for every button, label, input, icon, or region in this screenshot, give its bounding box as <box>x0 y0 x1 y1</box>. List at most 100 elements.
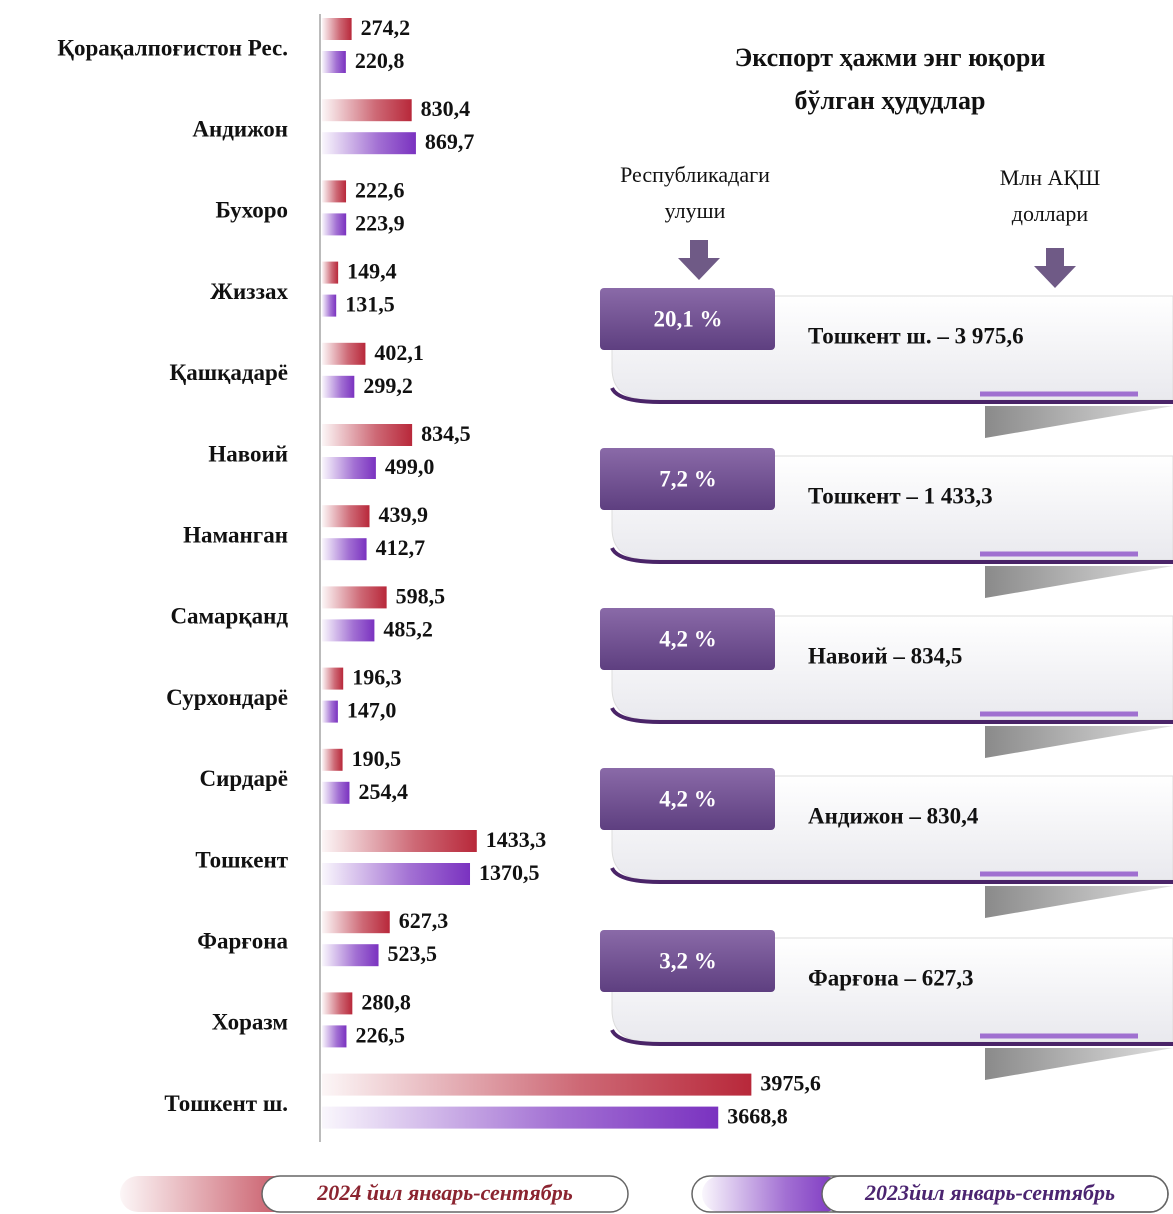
arrow <box>678 240 720 280</box>
value-label: 3668,8 <box>727 1104 788 1129</box>
legend-box-outline <box>691 1175 1169 1213</box>
value-label: 499,0 <box>385 454 435 479</box>
bar <box>322 1025 347 1048</box>
card-underline <box>610 1028 1173 1046</box>
column-header: доллари <box>1012 201 1089 226</box>
share-box <box>600 608 775 670</box>
bar <box>322 538 367 561</box>
card-underline <box>610 546 1173 564</box>
value-label: 834,5 <box>421 421 471 446</box>
bar <box>322 213 347 236</box>
category-label: Жиззах <box>210 279 288 304</box>
share-box <box>600 930 775 992</box>
legend-box <box>261 1175 629 1213</box>
value-label: 220,8 <box>355 48 405 73</box>
category-label: Қашқадарё <box>170 360 288 385</box>
value-label: 523,5 <box>388 941 438 966</box>
bar <box>322 619 375 642</box>
value-label: 439,9 <box>379 502 429 527</box>
value-label: 402,1 <box>374 340 424 365</box>
card-flag <box>985 726 1173 758</box>
region-label: Тошкент ш. – 3 975,6 <box>808 323 1024 348</box>
bar <box>322 180 347 203</box>
bar <box>322 294 337 317</box>
category-label: Фарғона <box>197 928 288 953</box>
value-label: 869,7 <box>425 129 475 154</box>
share-label: 4,2 % <box>659 626 717 651</box>
category-label: Тошкент <box>195 847 288 872</box>
bar <box>322 830 477 852</box>
column-header: Республикадаги <box>620 162 770 187</box>
bar <box>322 748 343 771</box>
category-label: Андижон <box>192 116 288 141</box>
value-label: 226,5 <box>355 1022 405 1047</box>
share-label: 4,2 % <box>659 786 717 811</box>
panel-title: Экспорт ҳажми энг юқори <box>735 43 1046 72</box>
value-label: 3975,6 <box>760 1071 821 1096</box>
bar <box>322 457 376 479</box>
value-label: 412,7 <box>376 535 426 560</box>
bar <box>322 911 390 934</box>
card-flag <box>985 406 1173 438</box>
bar <box>322 261 339 284</box>
value-label: 223,9 <box>355 210 405 235</box>
share-label: 3,2 % <box>659 948 717 973</box>
region-label: Тошкент – 1 433,3 <box>808 483 993 508</box>
bar <box>322 700 338 723</box>
value-label: 1370,5 <box>479 860 540 885</box>
bar <box>322 586 387 609</box>
value-label: 830,4 <box>421 96 471 121</box>
arrow <box>1034 248 1076 288</box>
card-flag <box>985 1048 1173 1080</box>
value-label: 131,5 <box>345 292 395 317</box>
bar <box>322 505 370 528</box>
value-label: 299,2 <box>363 373 413 398</box>
category-label: Бухоро <box>215 198 288 223</box>
category-label: Сурхондарё <box>166 685 288 710</box>
region-label: Фарғона – 627,3 <box>808 965 974 990</box>
value-label: 274,2 <box>361 15 411 40</box>
card-underline <box>610 866 1173 884</box>
share-label: 20,1 % <box>654 306 723 331</box>
value-label: 485,2 <box>383 616 433 641</box>
value-label: 147,0 <box>347 698 397 723</box>
category-label: Қорақалпоғистон Рес. <box>57 35 288 60</box>
category-label: Сирдарё <box>200 766 289 791</box>
card-underline <box>610 386 1173 404</box>
value-label: 280,8 <box>361 989 411 1014</box>
card-flag <box>985 886 1173 918</box>
share-box <box>600 448 775 510</box>
value-label: 222,6 <box>355 177 405 202</box>
bar <box>322 51 346 73</box>
category-label: Самарқанд <box>170 604 288 629</box>
category-label: Навоий <box>208 441 288 466</box>
value-label: 196,3 <box>352 665 402 690</box>
bar <box>322 99 412 122</box>
bar <box>322 992 353 1015</box>
region-label: Навоий – 834,5 <box>808 643 962 668</box>
value-label: 254,4 <box>358 779 408 804</box>
share-box <box>600 768 775 830</box>
bar <box>322 1073 752 1096</box>
category-label: Тошкент ш. <box>164 1091 288 1116</box>
bar <box>322 132 416 155</box>
bar <box>322 18 352 40</box>
bar <box>322 944 379 967</box>
bar <box>322 667 344 690</box>
value-label: 149,4 <box>347 259 397 284</box>
legend-label: 2024 йил январь-сентябрь <box>316 1180 573 1205</box>
card-underline <box>610 706 1173 724</box>
category-label: Наманган <box>183 522 288 547</box>
legend-swatch <box>702 1176 842 1212</box>
bar <box>322 342 366 365</box>
legend-label: 2023йил январь-сентябрь <box>864 1180 1115 1205</box>
bar <box>322 424 413 446</box>
value-label: 598,5 <box>396 583 446 608</box>
region-label: Андижон – 830,4 <box>808 803 979 828</box>
value-label: 627,3 <box>399 908 449 933</box>
category-label: Хоразм <box>212 1010 288 1035</box>
column-header: улуши <box>665 198 726 223</box>
share-label: 7,2 % <box>659 466 717 491</box>
column-header: Млн АҚШ <box>1000 165 1101 190</box>
